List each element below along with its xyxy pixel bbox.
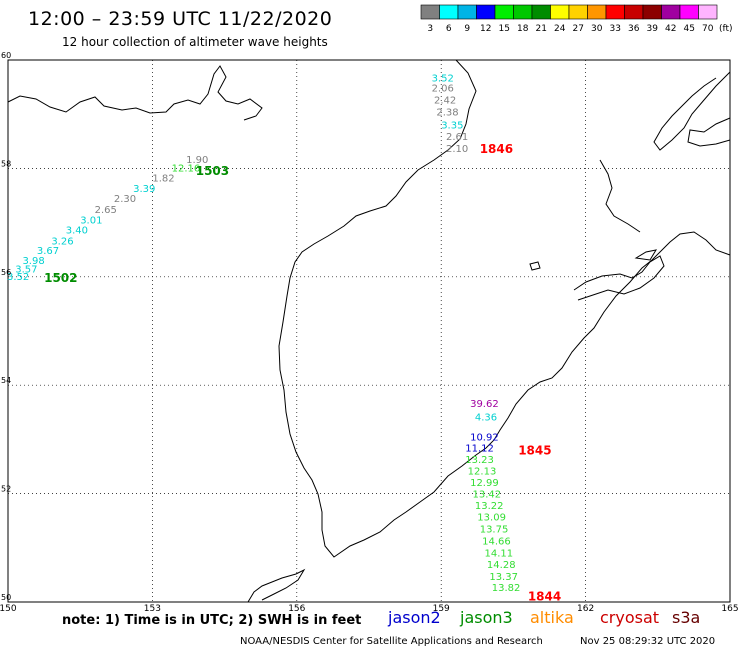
- wave-height-value: 12.99: [470, 478, 499, 489]
- wave-height-value: 13.22: [475, 501, 504, 512]
- wave-height-value: 13.37: [489, 572, 518, 583]
- legend-label: 3: [427, 24, 433, 34]
- lat-tick-label: 52: [1, 485, 11, 494]
- pass-time-label: 1846: [480, 142, 513, 156]
- wave-height-value: 2.61: [446, 132, 468, 143]
- wave-height-value: 10.92: [470, 432, 499, 443]
- wave-height-value: 3.57: [15, 264, 37, 275]
- legend-label: 15: [499, 24, 510, 34]
- timestamp-text: Nov 25 08:29:32 UTC 2020: [580, 636, 716, 647]
- legend-label: 33: [610, 24, 621, 34]
- altimeter-tracks: 3.522.062.422.383.352.612.10 184612.161.9…: [7, 74, 561, 604]
- wave-height-value: 3.98: [22, 256, 44, 267]
- wave-height-value: 3.35: [441, 120, 463, 131]
- legend-label: 45: [684, 24, 695, 34]
- satellite-name: jason2: [388, 608, 441, 627]
- pass-time-label: 1844: [528, 589, 561, 603]
- lat-tick-label: 60: [1, 51, 11, 60]
- lon-tick-label: 156: [288, 604, 305, 614]
- lat-tick-label: 50: [1, 593, 11, 602]
- legend-label: 39: [647, 24, 659, 34]
- lat-tick-label: 54: [1, 376, 11, 385]
- legend-label: 70: [702, 24, 714, 34]
- wave-height-value: 13.09: [477, 513, 506, 524]
- pass-time-label: 1502: [44, 271, 77, 285]
- wave-height-value: 1.82: [152, 173, 174, 184]
- wave-height-value: 13.75: [480, 525, 509, 536]
- wave-height-value: 12.16: [172, 164, 201, 175]
- legend-label: 30: [591, 24, 603, 34]
- wave-height-value: 3.52: [432, 74, 454, 85]
- lat-tick-label: 56: [1, 268, 11, 277]
- legend-unit: (ft): [719, 24, 733, 34]
- map-frame: [7, 59, 731, 603]
- lon-tick-label: 153: [144, 604, 161, 614]
- footer-note: note: 1) Time is in UTC; 2) SWH is in fe…: [62, 613, 362, 628]
- wave-height-value: 3.26: [51, 236, 73, 247]
- coastline: [7, 59, 731, 603]
- satellite-name: jason3: [460, 608, 513, 627]
- wave-height-value: 12.13: [468, 467, 497, 478]
- wave-height-value: 3.52: [7, 272, 29, 283]
- wave-height-value: 3.01: [80, 216, 102, 227]
- satellite-name: altika: [530, 608, 574, 627]
- legend-label: 12: [480, 24, 491, 34]
- wave-height-value: 13.42: [472, 489, 501, 500]
- wave-height-value: 11.12: [465, 443, 494, 454]
- wave-height-value: 13.23: [465, 455, 494, 466]
- lon-tick-label: 150: [0, 604, 17, 614]
- legend-label: 42: [665, 24, 676, 34]
- legend-swatch: [698, 4, 718, 20]
- satellite-name: s3a: [672, 608, 701, 627]
- wave-height-value: 13.82: [492, 583, 521, 594]
- wave-height-value: 14.28: [487, 560, 516, 571]
- map-title: 12:00 – 23:59 UTC 11/22/2020: [28, 8, 333, 30]
- color-legend: 3 6 9 12 15 18 21 24 27 30 33 36 39 42 45 70 (ft): [420, 4, 733, 34]
- wave-height-value: 3.40: [66, 225, 88, 236]
- wave-height-value: 14.11: [485, 548, 514, 559]
- lon-tick-label: 159: [433, 604, 450, 614]
- map-subtitle: 12 hour collection of altimeter wave hei…: [62, 35, 328, 49]
- wave-height-value: 2.06: [432, 83, 454, 94]
- lat-tick-label: 58: [1, 159, 11, 168]
- wave-height-value: 2.38: [436, 107, 458, 118]
- legend-label: 27: [573, 24, 584, 34]
- wave-height-value: 1.90: [186, 155, 208, 166]
- legend-label: 24: [554, 24, 566, 34]
- lon-tick-label: 165: [721, 604, 738, 614]
- wave-height-value: 4.36: [475, 412, 497, 423]
- wave-height-value: 14.66: [482, 537, 511, 548]
- axis-ticks: 150 153 156 159 162 165 60 58 56 54 52 50: [0, 51, 739, 614]
- wave-height-value: 2.30: [114, 194, 136, 205]
- pass-time-label: 1503: [196, 164, 229, 178]
- wave-height-value: 2.42: [434, 95, 456, 106]
- credit-text: NOAA/NESDIS Center for Satellite Applica…: [240, 636, 543, 647]
- lat-lon-grid: [8, 60, 730, 602]
- legend-label: 36: [628, 24, 640, 34]
- legend-label: 18: [517, 24, 529, 34]
- map-canvas: 3.522.062.422.383.352.612.10 184612.161.9…: [0, 51, 739, 614]
- wave-height-value: 2.65: [95, 205, 117, 216]
- legend-label: 6: [446, 24, 452, 34]
- lon-tick-label: 162: [577, 604, 594, 614]
- pass-time-label: 1845: [518, 444, 551, 458]
- wave-height-value: 3.39: [133, 184, 155, 195]
- wave-height-value: 3.67: [37, 246, 59, 257]
- wave-height-value: 39.62: [470, 399, 499, 410]
- legend-label: 21: [536, 24, 547, 34]
- legend-label: 9: [464, 24, 470, 34]
- satellite-name: cryosat: [600, 608, 660, 627]
- wave-height-value: 2.10: [446, 144, 468, 155]
